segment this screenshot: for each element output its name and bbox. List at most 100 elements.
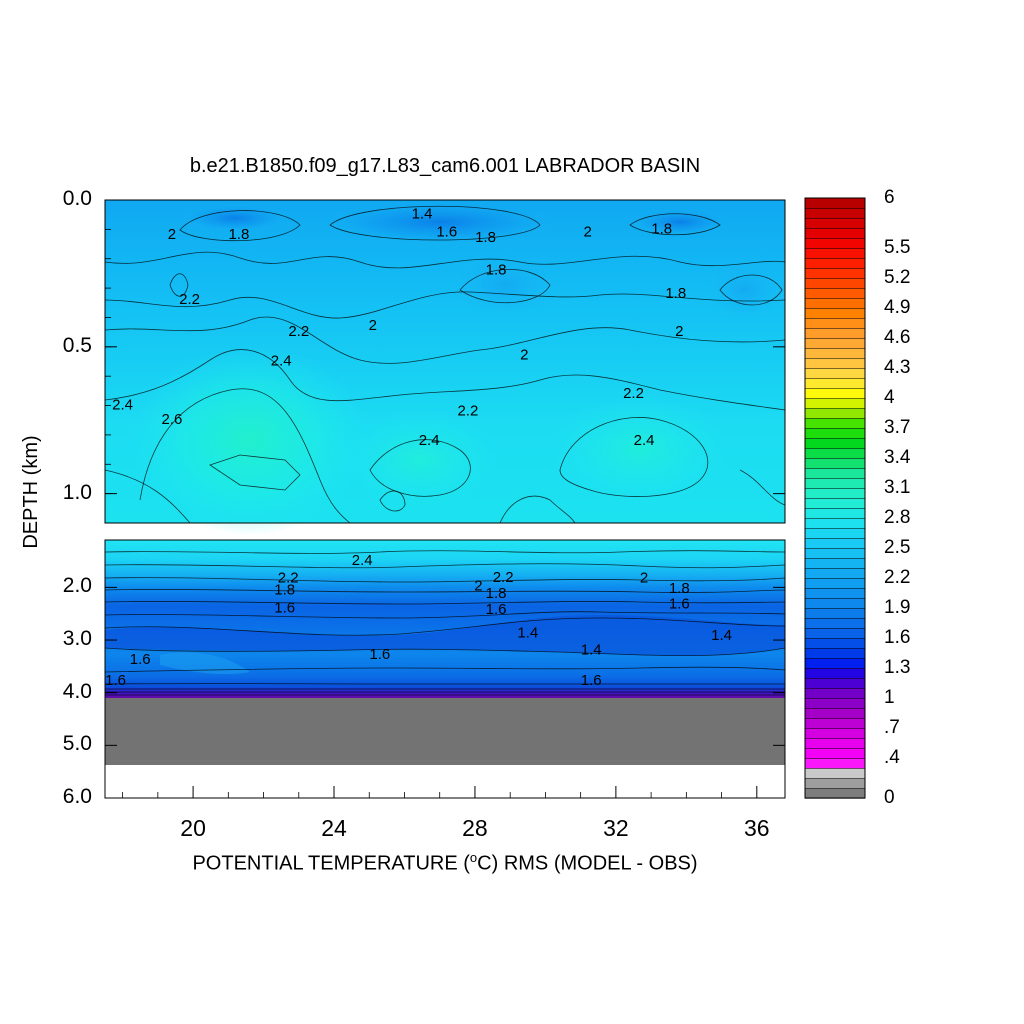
- x-axis-label-superscript: o: [469, 850, 478, 865]
- colorbar-swatch: [804, 777, 866, 789]
- contour-label: 1.6: [105, 672, 126, 689]
- colorbar-label: 4.6: [884, 327, 911, 348]
- colorbar-swatch: [804, 237, 866, 249]
- upper-cool-anomaly-top: [320, 200, 560, 244]
- lower-contour-labels: 2.42.2 2 2.2 21.8 1.8 1.81.6 1.6 1.61.4 1.41.41.…: [105, 552, 732, 689]
- colorbar-swatch: [804, 317, 866, 329]
- colorbar-swatch: [804, 507, 866, 519]
- colorbar-label: 1.9: [884, 597, 911, 618]
- upper-cool-anomaly-left: [180, 204, 290, 232]
- contour-label: 1.6: [486, 601, 507, 618]
- colorbar-swatch: [804, 747, 866, 759]
- contour-label: 2.4: [634, 432, 655, 449]
- colorbar-swatch: [804, 667, 866, 679]
- contour-label: 1.6: [669, 596, 690, 613]
- colorbar-swatch: [804, 717, 866, 729]
- colorbar-swatch: [804, 367, 866, 379]
- contour-label: 1.8: [651, 220, 672, 237]
- colorbar-swatch: [804, 517, 866, 529]
- colorbar-label: 0: [884, 787, 895, 808]
- colorbar-label: 5.5: [884, 237, 911, 258]
- colorbar-swatch: [804, 467, 866, 479]
- contour-label: 2.2: [179, 291, 200, 308]
- colorbar-swatch: [804, 727, 866, 739]
- x-tick-label: 24: [321, 815, 347, 841]
- contour-label: 2.4: [352, 552, 373, 569]
- colorbar-swatch: [804, 407, 866, 419]
- colorbar-label: 2.5: [884, 537, 911, 558]
- contour-label: 1.4: [517, 625, 538, 642]
- contour-label: 1.4: [412, 206, 433, 223]
- contour-label: 2: [584, 223, 592, 240]
- colorbar-swatch: [804, 457, 866, 469]
- colorbar-swatch: [804, 197, 866, 209]
- lower-tongue-feature: [160, 652, 250, 675]
- colorbar-label: 1.6: [884, 627, 911, 648]
- colorbar-swatch: [804, 267, 866, 279]
- contour-label: 2: [640, 569, 648, 586]
- colorbar-swatch: [804, 707, 866, 719]
- colorbar-swatch: [804, 757, 866, 769]
- y-tick-label: 4.0: [62, 679, 92, 703]
- colorbar-label: 4.3: [884, 357, 911, 378]
- contour-label: 2.2: [288, 323, 309, 340]
- contour-label: 2.6: [162, 411, 183, 428]
- contour-label: 1.8: [486, 585, 507, 602]
- colorbar-swatch: [804, 397, 866, 409]
- colorbar-swatch: [804, 737, 866, 749]
- upper-warm-anomaly-center: [340, 410, 500, 510]
- upper-axis-frame: [104, 199, 786, 524]
- land-mask: [105, 698, 785, 765]
- colorbar-swatch: [804, 587, 866, 599]
- upper-warm-anomaly-left: [130, 345, 370, 535]
- colorbar-swatch: [804, 347, 866, 359]
- upper-contour-lines: [104, 205, 786, 524]
- colorbar-swatch: [804, 427, 866, 439]
- colorbar-frame: [804, 197, 866, 799]
- x-tick-marks: [122, 786, 758, 798]
- colorbar-label: 6: [884, 187, 895, 208]
- contour-label: 1.6: [130, 651, 151, 668]
- colorbar-label: 4.9: [884, 297, 911, 318]
- colorbar-swatch: [804, 257, 866, 269]
- colorbar: [804, 197, 866, 799]
- contour-label: 1.4: [711, 627, 732, 644]
- colorbar-swatch: [804, 227, 866, 239]
- colorbar-swatch: [804, 537, 866, 549]
- y-tick-label: 0.5: [62, 333, 92, 357]
- upper-contour-labels: 1.4 1.8 2 1.6 1.8 2 1.8 1.8 2.2 1.8 2.2 2 2 2.4 2 2.2 2.…: [112, 206, 686, 449]
- colorbar-swatch: [804, 597, 866, 609]
- contour-label: 2.2: [278, 569, 299, 586]
- upper-warm-anomaly-right: [550, 395, 730, 505]
- colorbar-swatch: [804, 687, 866, 699]
- contour-label: 2: [675, 323, 683, 340]
- missing-region: [105, 765, 785, 798]
- lower-panel: 2.42.2 2 2.2 21.8 1.8 1.81.6 1.6 1.61.4 1.41.41.…: [104, 539, 786, 799]
- contour-label: 2: [520, 347, 528, 364]
- y-tick-label: 2.0: [62, 574, 92, 598]
- colorbar-label: 3.7: [884, 417, 911, 438]
- colorbar-label: 1.3: [884, 657, 911, 678]
- contour-label: 1.8: [228, 226, 249, 243]
- x-axis-label-prefix: POTENTIAL TEMPERATURE (: [192, 852, 470, 875]
- colorbar-label: 2.8: [884, 507, 911, 528]
- colorbar-swatch: [804, 487, 866, 499]
- x-tick-label: 36: [744, 815, 770, 841]
- colorbar-label: 5.2: [884, 267, 911, 288]
- contour-label: 1.6: [581, 672, 602, 689]
- colorbar-swatch: [804, 787, 866, 799]
- contour-label: 2: [474, 577, 482, 594]
- colorbar-swatch: [804, 527, 866, 539]
- colorbar-label: 3.1: [884, 477, 911, 498]
- colorbar-swatch: [804, 207, 866, 219]
- upper-panel: 1.4 1.8 2 1.6 1.8 2 1.8 1.8 2.2 1.8 2.2 2 2 2.4 2 2.2 2.…: [104, 199, 786, 535]
- lower-contour-lines: [104, 550, 786, 696]
- colorbar-swatch: [804, 547, 866, 559]
- colorbar-swatch: [804, 637, 866, 649]
- contour-label: 1.8: [274, 582, 295, 599]
- colorbar-label: 1: [884, 687, 895, 708]
- colorbar-swatch: [804, 647, 866, 659]
- lower-deep-minimum-band: [105, 615, 785, 656]
- colorbar-swatch: [804, 567, 866, 579]
